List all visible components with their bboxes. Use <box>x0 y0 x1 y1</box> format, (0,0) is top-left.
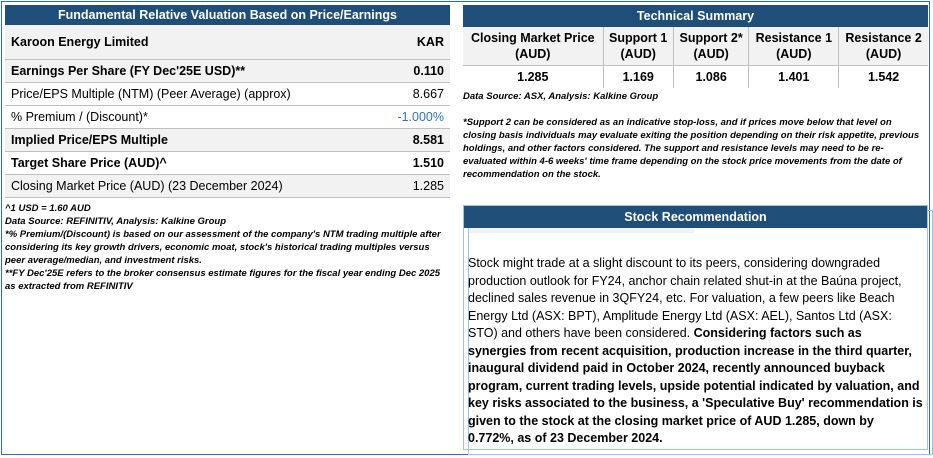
premium-note: *% Premium/(Discount) is based on our as… <box>5 229 441 266</box>
table-row: Closing Market Price (AUD) (23 December … <box>5 174 450 198</box>
row-label: Implied Price/EPS Multiple <box>5 128 328 152</box>
company-ticker: KAR <box>328 25 450 60</box>
value-resistance-2: 1.542 <box>838 65 928 88</box>
technical-note: *Support 2 can be considered as an indic… <box>463 117 920 180</box>
row-label: Closing Market Price (AUD) (23 December … <box>5 174 328 198</box>
valuation-title: Fundamental Relative Valuation Based on … <box>5 5 450 25</box>
value-support-1: 1.169 <box>603 65 674 88</box>
recommendation-text: Stock might trade at a slight discount t… <box>464 228 927 448</box>
table-row: Price/EPS Multiple (NTM) (Peer Average) … <box>5 82 450 106</box>
table-row: Target Share Price (AUD)^ 1.510 <box>5 151 450 175</box>
header-resistance-2: Resistance 2 (AUD) <box>838 27 928 66</box>
row-label: Price/EPS Multiple (NTM) (Peer Average) … <box>5 82 328 106</box>
value-resistance-1: 1.401 <box>748 65 840 88</box>
header-support-2: Support 2* (AUD) <box>673 27 750 66</box>
company-name: Karoon Energy Limited <box>5 25 328 60</box>
technical-value-row: 1.285 1.169 1.086 1.401 1.542 <box>463 65 928 88</box>
recommendation-text-bold: Considering factors such as synergies fr… <box>468 326 923 445</box>
row-value: -1.000% <box>328 105 450 129</box>
fx-note: ^1 USD = 1.60 AUD <box>5 203 91 214</box>
row-value: 1.285 <box>328 174 450 198</box>
table-row: % Premium / (Discount)* -1.000% <box>5 105 450 129</box>
valuation-panel: Fundamental Relative Valuation Based on … <box>5 5 933 455</box>
value-closing: 1.285 <box>463 65 604 88</box>
row-label: % Premium / (Discount)* <box>5 105 328 129</box>
table-row: Implied Price/EPS Multiple 8.581 <box>5 128 450 152</box>
technical-table: Closing Market Price (AUD) Support 1 (AUD)… <box>463 27 928 88</box>
row-value: 8.581 <box>328 128 450 152</box>
fy-note: **FY Dec'25E refers to the broker consen… <box>5 268 441 292</box>
technical-panel: Technical Summary Closing Market Price (A… <box>463 5 928 181</box>
source-note: Data Source: REFINITIV, Analysis: Kalkin… <box>5 216 227 227</box>
row-value: 0.110 <box>328 59 450 83</box>
table-row: Earnings Per Share (FY Dec'25E USD)** 0.… <box>5 59 450 83</box>
recommendation-text-plain: Stock might trade at a slight discount t… <box>468 256 902 340</box>
header-resistance-1: Resistance 1 (AUD) <box>748 27 840 66</box>
recommendation-title: Stock Recommendation <box>464 206 927 228</box>
value-support-2: 1.086 <box>673 65 750 88</box>
technical-header-row: Closing Market Price (AUD) Support 1 (AUD)… <box>463 27 928 66</box>
row-value: 8.667 <box>328 82 450 106</box>
valuation-notes: ^1 USD = 1.60 AUD Data Source: REFINITIV… <box>5 202 450 293</box>
technical-source: Data Source: ASX, Analysis: Kalkine Grou… <box>463 91 659 102</box>
technical-title: Technical Summary <box>463 5 928 27</box>
row-value: 1.510 <box>328 151 450 175</box>
header-support-1: Support 1 (AUD) <box>603 27 674 66</box>
company-row: Karoon Energy Limited KAR <box>5 25 450 60</box>
recommendation-panel: Stock Recommendation Stock might trade a… <box>463 205 928 450</box>
header-closing: Closing Market Price (AUD) <box>463 27 604 66</box>
row-label: Earnings Per Share (FY Dec'25E USD)** <box>5 59 328 83</box>
row-label: Target Share Price (AUD)^ <box>5 151 328 175</box>
valuation-table: Karoon Energy Limited KAR Earnings Per S… <box>5 25 933 455</box>
